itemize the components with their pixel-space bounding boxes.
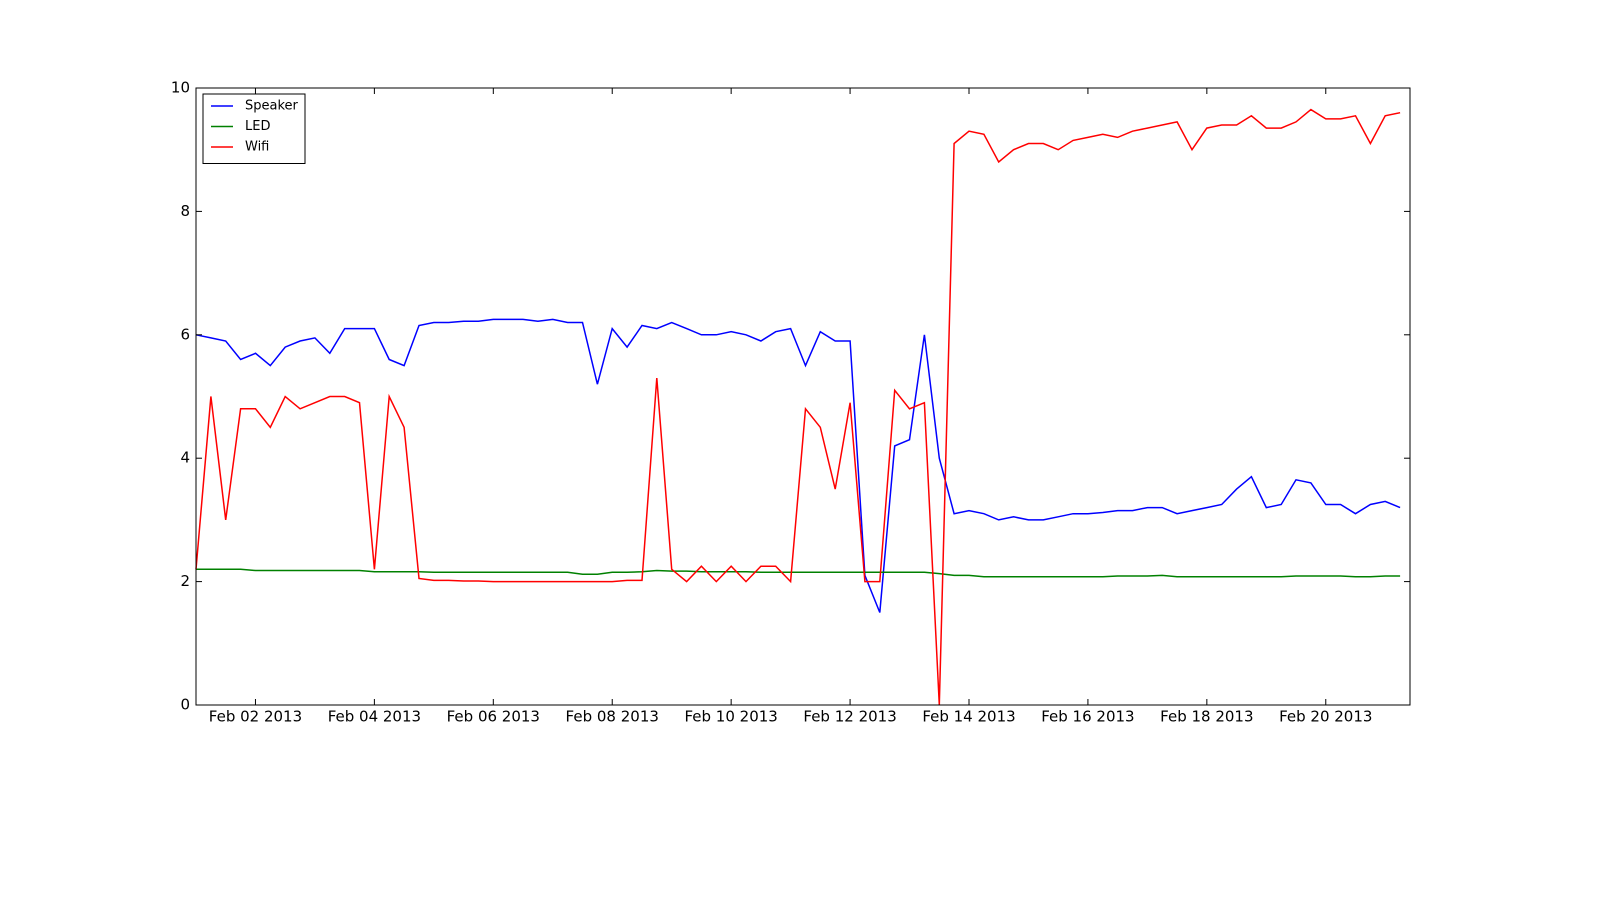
series-line (195, 108, 1401, 706)
series-line (196, 568, 1401, 578)
y-tick-label: 6 (180, 325, 190, 343)
y-tick-label: 0 (180, 696, 190, 714)
x-tick-label: Feb 10 2013 (684, 708, 777, 726)
x-tick-label: Feb 18 2013 (1160, 708, 1253, 726)
x-tick-label: Feb 20 2013 (1279, 708, 1372, 726)
x-tick-label: Feb 06 2013 (447, 708, 540, 726)
legend-label: Speaker (245, 99, 299, 114)
legend-label: Wifi (245, 140, 269, 155)
y-tick-label: 8 (180, 202, 190, 220)
plot-frame (195, 87, 1411, 706)
x-tick-label: Feb 12 2013 (803, 708, 896, 726)
y-tick-label: 4 (180, 449, 190, 467)
y-tick-label: 2 (180, 572, 190, 590)
y-tick-label: 10 (171, 79, 190, 97)
series-line (195, 318, 1401, 613)
x-tick-label: Feb 16 2013 (1041, 708, 1134, 726)
x-tick-label: Feb 04 2013 (328, 708, 421, 726)
legend-label: LED (245, 119, 270, 134)
plot-area (196, 88, 1410, 705)
x-tick-label: Feb 08 2013 (566, 708, 659, 726)
x-tick-label: Feb 02 2013 (209, 708, 302, 726)
x-tick-label: Feb 14 2013 (922, 708, 1015, 726)
